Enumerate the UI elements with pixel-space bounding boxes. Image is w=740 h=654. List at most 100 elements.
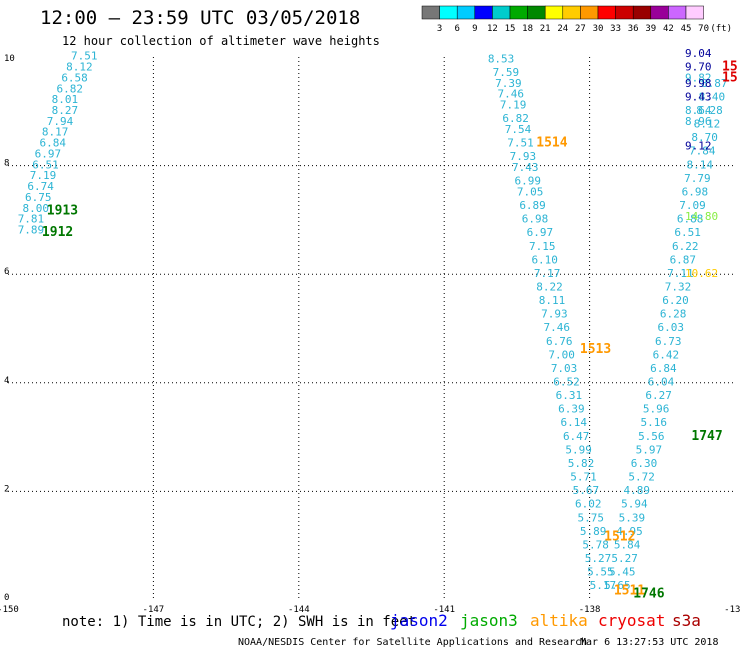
wave-height-point: 5.17 <box>590 579 617 592</box>
wave-height-point: 5.27 <box>611 552 638 565</box>
wave-height-point: 5.99 <box>565 443 592 456</box>
wave-height-point: 5.94 <box>621 498 648 511</box>
colorbar-label: 3 <box>437 24 442 34</box>
legend-entry-jason3: jason3 <box>460 611 518 630</box>
wave-height-point: 5.45 <box>609 566 636 579</box>
y-tick-label: 6 <box>4 267 9 277</box>
colorbar-swatch <box>421 5 440 20</box>
wave-height-point: 6.42 <box>653 348 680 361</box>
wave-height-point: 9.70 <box>685 61 712 74</box>
colorbar-swatch <box>685 5 704 20</box>
colorbar-label: 12 <box>487 24 498 34</box>
wave-height-point: 8.00 <box>23 202 50 215</box>
wave-height-point: 6.39 <box>558 403 585 416</box>
wave-height-point: 8.17 <box>42 126 69 139</box>
wave-height-point: 8.40 <box>699 90 726 103</box>
wave-height-point: 7.43 <box>512 161 539 174</box>
wave-height-point: 4.89 <box>624 484 651 497</box>
wave-height-point: 8.12 <box>66 61 93 74</box>
colorbar-label: 33 <box>610 24 621 34</box>
wave-height-point: 6.14 <box>561 416 588 429</box>
wave-height-point: 6.87 <box>670 253 697 266</box>
wave-height-point: 5.96 <box>643 403 670 416</box>
wave-height-point: 6.73 <box>655 335 682 348</box>
colorbar-swatch <box>509 5 528 20</box>
wave-height-point: 6.27 <box>645 389 672 402</box>
wave-height-point: 6.51 <box>32 158 59 171</box>
wave-height-point: 6.03 <box>657 321 684 334</box>
colorbar-swatch <box>544 5 564 20</box>
colorbar-label: 24 <box>557 24 568 34</box>
wave-height-point: 5.56 <box>638 430 665 443</box>
wave-height-point: 5.89 <box>580 525 607 538</box>
y-tick-label: 4 <box>4 376 9 386</box>
wave-height-point: 7.19 <box>500 99 526 112</box>
wave-height-point: 7.93 <box>510 150 537 163</box>
wave-height-point: 6.75 <box>25 191 52 204</box>
pass-label: 1747 <box>691 429 722 444</box>
colorbar-label: 70 <box>698 24 709 34</box>
wave-height-point: 5.72 <box>628 471 655 484</box>
colorbar-label: 27 <box>575 24 586 34</box>
footer-note: note: 1) Time is in UTC; 2) SWH is in fe… <box>62 614 416 630</box>
wave-height-point: 6.97 <box>35 147 62 160</box>
wave-height-point: 8.87 <box>701 77 728 90</box>
colorbar-swatch <box>456 5 476 20</box>
colorbar-swatch <box>668 5 687 20</box>
wave-height-point: 6.30 <box>631 457 658 470</box>
colorbar-swatch <box>492 5 511 20</box>
wave-height-point: 6.82 <box>502 112 529 125</box>
wave-height-point: 5.84 <box>614 538 641 551</box>
wave-height-point: 9.04 <box>685 47 712 60</box>
colorbar-label: 15 <box>505 24 516 34</box>
wave-height-point: 9.43 <box>685 90 712 103</box>
wave-height-point: 6.89 <box>519 199 546 212</box>
colorbar-label: 18 <box>522 24 533 34</box>
wave-height-point: 7.81 <box>18 213 45 226</box>
wave-height-point: 6.76 <box>546 335 573 348</box>
pass-label: 1513 <box>580 342 611 357</box>
wave-height-point: 7.51 <box>71 50 98 63</box>
colorbar-swatch <box>527 5 546 20</box>
wave-height-point: 8.22 <box>536 280 563 293</box>
wave-height-point: 6.02 <box>575 498 602 511</box>
wave-height-point: 7.46 <box>544 321 571 334</box>
wave-height-point: 5.39 <box>619 511 646 524</box>
wave-height-point: 4.95 <box>616 525 643 538</box>
wave-height-point: 8.53 <box>488 52 515 65</box>
colorbar-label: 6 <box>454 24 459 34</box>
wave-height-point: 6.51 <box>674 226 701 239</box>
wave-height-point: 10.62 <box>685 267 718 280</box>
legend-entry-altika: altika <box>530 611 588 630</box>
wave-height-point: 7.03 <box>551 362 578 375</box>
wave-height-point: 7.32 <box>665 280 692 293</box>
wave-height-point: 6.98 <box>522 213 549 226</box>
wave-height-point: 7.51 <box>507 137 534 150</box>
wave-height-point: 6.97 <box>527 226 554 239</box>
wave-height-point: 6.04 <box>648 376 675 389</box>
wave-height-point: 7.54 <box>505 123 532 136</box>
wave-height-point: 8.12 <box>694 118 721 131</box>
pass-label: 1512 <box>604 529 635 544</box>
wave-height-point: 14.80 <box>685 210 718 223</box>
wave-height-point: 6.28 <box>660 308 687 321</box>
wave-height-point: 6.74 <box>27 180 54 193</box>
satellite-legend: jason2 jason3 altika cryosat s3a <box>390 611 701 630</box>
wave-height-point: 5.82 <box>568 457 595 470</box>
pass-label: 1514 <box>536 136 567 151</box>
colorbar-label: 39 <box>645 24 656 34</box>
wave-height-point: 8.11 <box>539 294 566 307</box>
pass-label: 1746 <box>633 586 664 601</box>
wave-height-point: 5.75 <box>577 511 604 524</box>
wave-height-point: 7.89 <box>18 223 45 236</box>
wave-height-point: 6.84 <box>40 137 67 150</box>
colorbar-label: 9 <box>472 24 477 34</box>
wave-height-point: 7.11 <box>667 267 694 280</box>
legend-entry-cryosat: cryosat <box>598 611 665 630</box>
x-tick-label: -141 <box>433 605 455 615</box>
wave-height-point: 8.14 <box>687 158 714 171</box>
colorbar-swatch <box>580 5 599 20</box>
wave-height-point: 6.98 <box>682 185 709 198</box>
x-tick-label: -144 <box>288 605 310 615</box>
